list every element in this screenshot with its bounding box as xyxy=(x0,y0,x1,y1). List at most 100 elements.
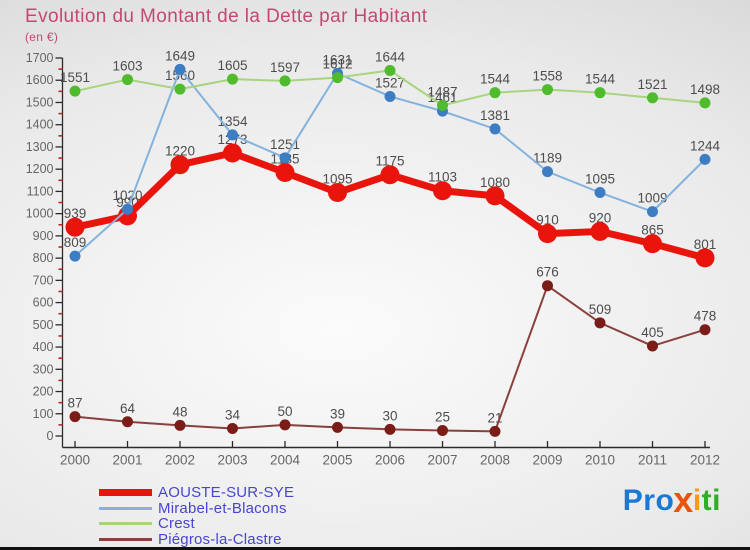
data-label: 1095 xyxy=(585,172,615,187)
data-point xyxy=(380,165,400,185)
data-label: 87 xyxy=(67,396,82,411)
data-label: 939 xyxy=(64,206,87,221)
data-point xyxy=(122,416,133,428)
legend-item-mirabel-et-blacons: Mirabel-et-Blacons xyxy=(99,501,294,517)
y-axis-tick-label: 400 xyxy=(33,340,54,354)
data-point xyxy=(227,129,238,141)
data-label: 676 xyxy=(536,265,559,280)
data-point xyxy=(279,419,291,431)
data-label: 405 xyxy=(641,325,664,340)
data-label: 1644 xyxy=(375,49,406,64)
x-axis-tick-label: 2001 xyxy=(112,453,142,468)
data-point xyxy=(643,234,662,254)
data-label: 25 xyxy=(435,409,450,424)
data-label: 1521 xyxy=(637,77,667,92)
data-label: 1244 xyxy=(690,138,721,153)
legend-swatch xyxy=(99,522,152,526)
proxiti-logo: Proxiti xyxy=(622,479,721,520)
legend-label: Crest xyxy=(158,515,195,533)
data-point xyxy=(328,183,347,203)
y-axis-tick-label: 600 xyxy=(33,296,54,310)
x-axis-tick-label: 2006 xyxy=(375,453,405,468)
data-label: 910 xyxy=(536,213,559,228)
x-axis-tick-label: 2009 xyxy=(532,453,562,468)
y-axis-tick-label: 1500 xyxy=(26,95,54,109)
data-label: 1597 xyxy=(270,60,300,75)
logo-letter: Pro xyxy=(622,484,675,517)
data-label: 1175 xyxy=(375,154,404,169)
data-point xyxy=(122,203,133,215)
data-point xyxy=(647,206,658,218)
data-point xyxy=(594,187,606,199)
data-point xyxy=(433,181,452,201)
data-label: 1381 xyxy=(480,108,510,123)
chart-legend: AOUSTE-SUR-SYE Mirabel-et-Blacons Crest … xyxy=(99,485,294,547)
data-label: 920 xyxy=(589,210,612,225)
data-label: 1631 xyxy=(322,52,352,67)
data-point xyxy=(384,64,396,76)
data-point xyxy=(174,419,186,431)
logo-letter: ti xyxy=(701,484,721,517)
y-axis-tick-label: 300 xyxy=(33,362,54,376)
x-axis-tick-label: 2012 xyxy=(690,453,720,468)
data-point xyxy=(489,123,501,135)
data-label: 1544 xyxy=(585,72,616,87)
data-label: 30 xyxy=(382,408,397,423)
data-point xyxy=(437,99,448,111)
y-axis-tick-label: 1300 xyxy=(26,140,54,154)
data-point xyxy=(594,87,606,99)
data-point xyxy=(699,97,711,109)
y-axis-tick-label: 800 xyxy=(33,251,54,265)
data-point xyxy=(69,250,81,262)
data-point xyxy=(279,152,291,164)
data-point xyxy=(174,63,186,75)
data-point xyxy=(538,224,557,244)
y-axis-tick-label: 1100 xyxy=(27,184,54,198)
y-axis-tick-label: 1600 xyxy=(26,73,54,87)
x-axis-tick-label: 2003 xyxy=(217,453,247,468)
data-label: 64 xyxy=(120,401,136,416)
data-label: 1612 xyxy=(322,57,352,72)
data-point xyxy=(174,83,186,95)
data-point xyxy=(122,74,133,86)
data-point xyxy=(69,411,81,423)
data-point xyxy=(437,424,448,436)
data-label: 1551 xyxy=(60,70,90,85)
data-label: 1558 xyxy=(532,69,562,84)
data-label: 1080 xyxy=(480,175,510,190)
data-label: 809 xyxy=(64,235,87,250)
data-label: 478 xyxy=(694,309,717,324)
data-point xyxy=(647,92,658,104)
legend-label: Mirabel-et-Blacons xyxy=(158,499,287,517)
data-label: 801 xyxy=(694,237,717,252)
data-label: 1605 xyxy=(217,58,247,73)
data-label: 48 xyxy=(172,404,187,419)
data-label: 1095 xyxy=(322,172,352,187)
data-point xyxy=(594,317,606,329)
data-label: 1009 xyxy=(637,191,667,206)
data-label: 1649 xyxy=(165,48,195,63)
data-point xyxy=(542,166,553,178)
data-label: 1220 xyxy=(165,144,195,159)
data-label: 1498 xyxy=(690,82,720,97)
x-axis-tick-label: 2000 xyxy=(60,453,90,468)
legend-item-piegros-la-clastre: Piégros-la-Clastre xyxy=(99,532,294,547)
x-axis-tick-label: 2002 xyxy=(165,453,195,468)
data-point xyxy=(275,163,295,183)
x-axis-tick-label: 2005 xyxy=(322,453,352,468)
data-point xyxy=(65,217,85,237)
data-point xyxy=(699,153,711,165)
unit-label: (en €) xyxy=(25,30,59,44)
data-point xyxy=(489,87,501,99)
x-axis-tick-label: 2011 xyxy=(638,453,667,468)
data-label: 865 xyxy=(641,223,664,238)
data-point xyxy=(384,90,396,102)
y-axis-tick-label: 200 xyxy=(33,385,54,399)
data-point xyxy=(542,84,553,96)
data-point xyxy=(332,72,343,84)
y-axis-tick-label: 700 xyxy=(33,273,54,287)
data-label: 1103 xyxy=(428,170,457,185)
legend-swatch xyxy=(99,506,152,510)
